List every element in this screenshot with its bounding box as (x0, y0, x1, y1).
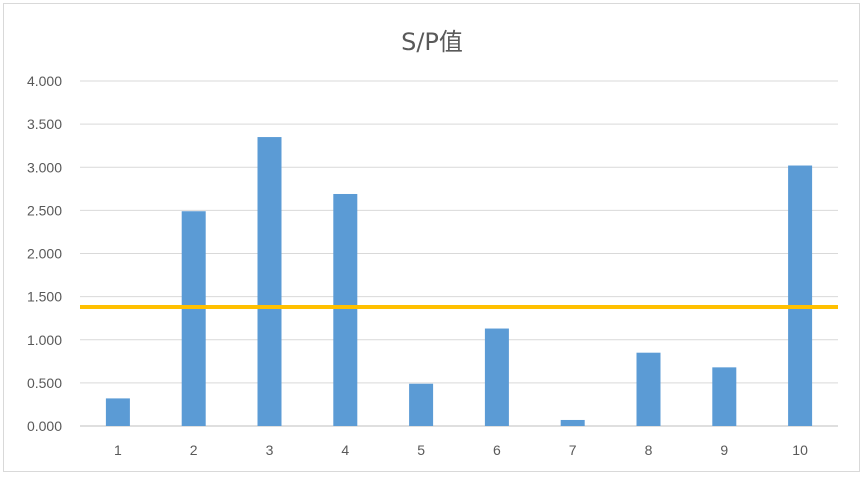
x-tick-label: 3 (266, 442, 274, 458)
bar-4 (333, 193, 358, 426)
y-tick-label: 3.000 (27, 159, 62, 175)
x-tick-label: 4 (341, 442, 349, 458)
bar-2 (181, 211, 206, 426)
y-tick-label: 2.500 (27, 202, 62, 218)
chart-title: S/P值 (401, 28, 463, 56)
bar-5 (409, 383, 434, 426)
x-tick-label: 7 (569, 442, 577, 458)
x-tick-label: 6 (493, 442, 501, 458)
bar-3 (257, 137, 282, 426)
x-axis-ticks: 1 2 3 4 5 6 7 8 9 10 (114, 442, 808, 458)
x-tick-label: 5 (417, 442, 425, 458)
y-tick-label: 4.000 (27, 73, 62, 89)
y-tick-label: 1.500 (27, 289, 62, 305)
x-tick-label: 8 (645, 442, 653, 458)
y-tick-label: 3.500 (27, 116, 62, 132)
y-tick-label: 1.000 (27, 332, 62, 348)
bar-1 (105, 398, 130, 426)
bar-9 (712, 367, 737, 426)
y-tick-label: 0.500 (27, 375, 62, 391)
y-tick-label: 2.000 (27, 246, 62, 262)
bars (105, 137, 813, 426)
bar-8 (636, 352, 661, 426)
x-tick-label: 2 (190, 442, 198, 458)
gridlines (80, 80, 838, 427)
x-tick-label: 1 (114, 442, 122, 458)
bar-6 (484, 328, 509, 426)
y-tick-label: 0.000 (27, 418, 62, 434)
x-tick-label: 9 (720, 442, 728, 458)
x-tick-label: 10 (792, 442, 808, 458)
bar-10 (788, 165, 813, 426)
y-axis-ticks: 0.000 0.500 1.000 1.500 2.000 2.500 3.000 3.500… (27, 73, 62, 434)
bar-7 (560, 419, 585, 426)
